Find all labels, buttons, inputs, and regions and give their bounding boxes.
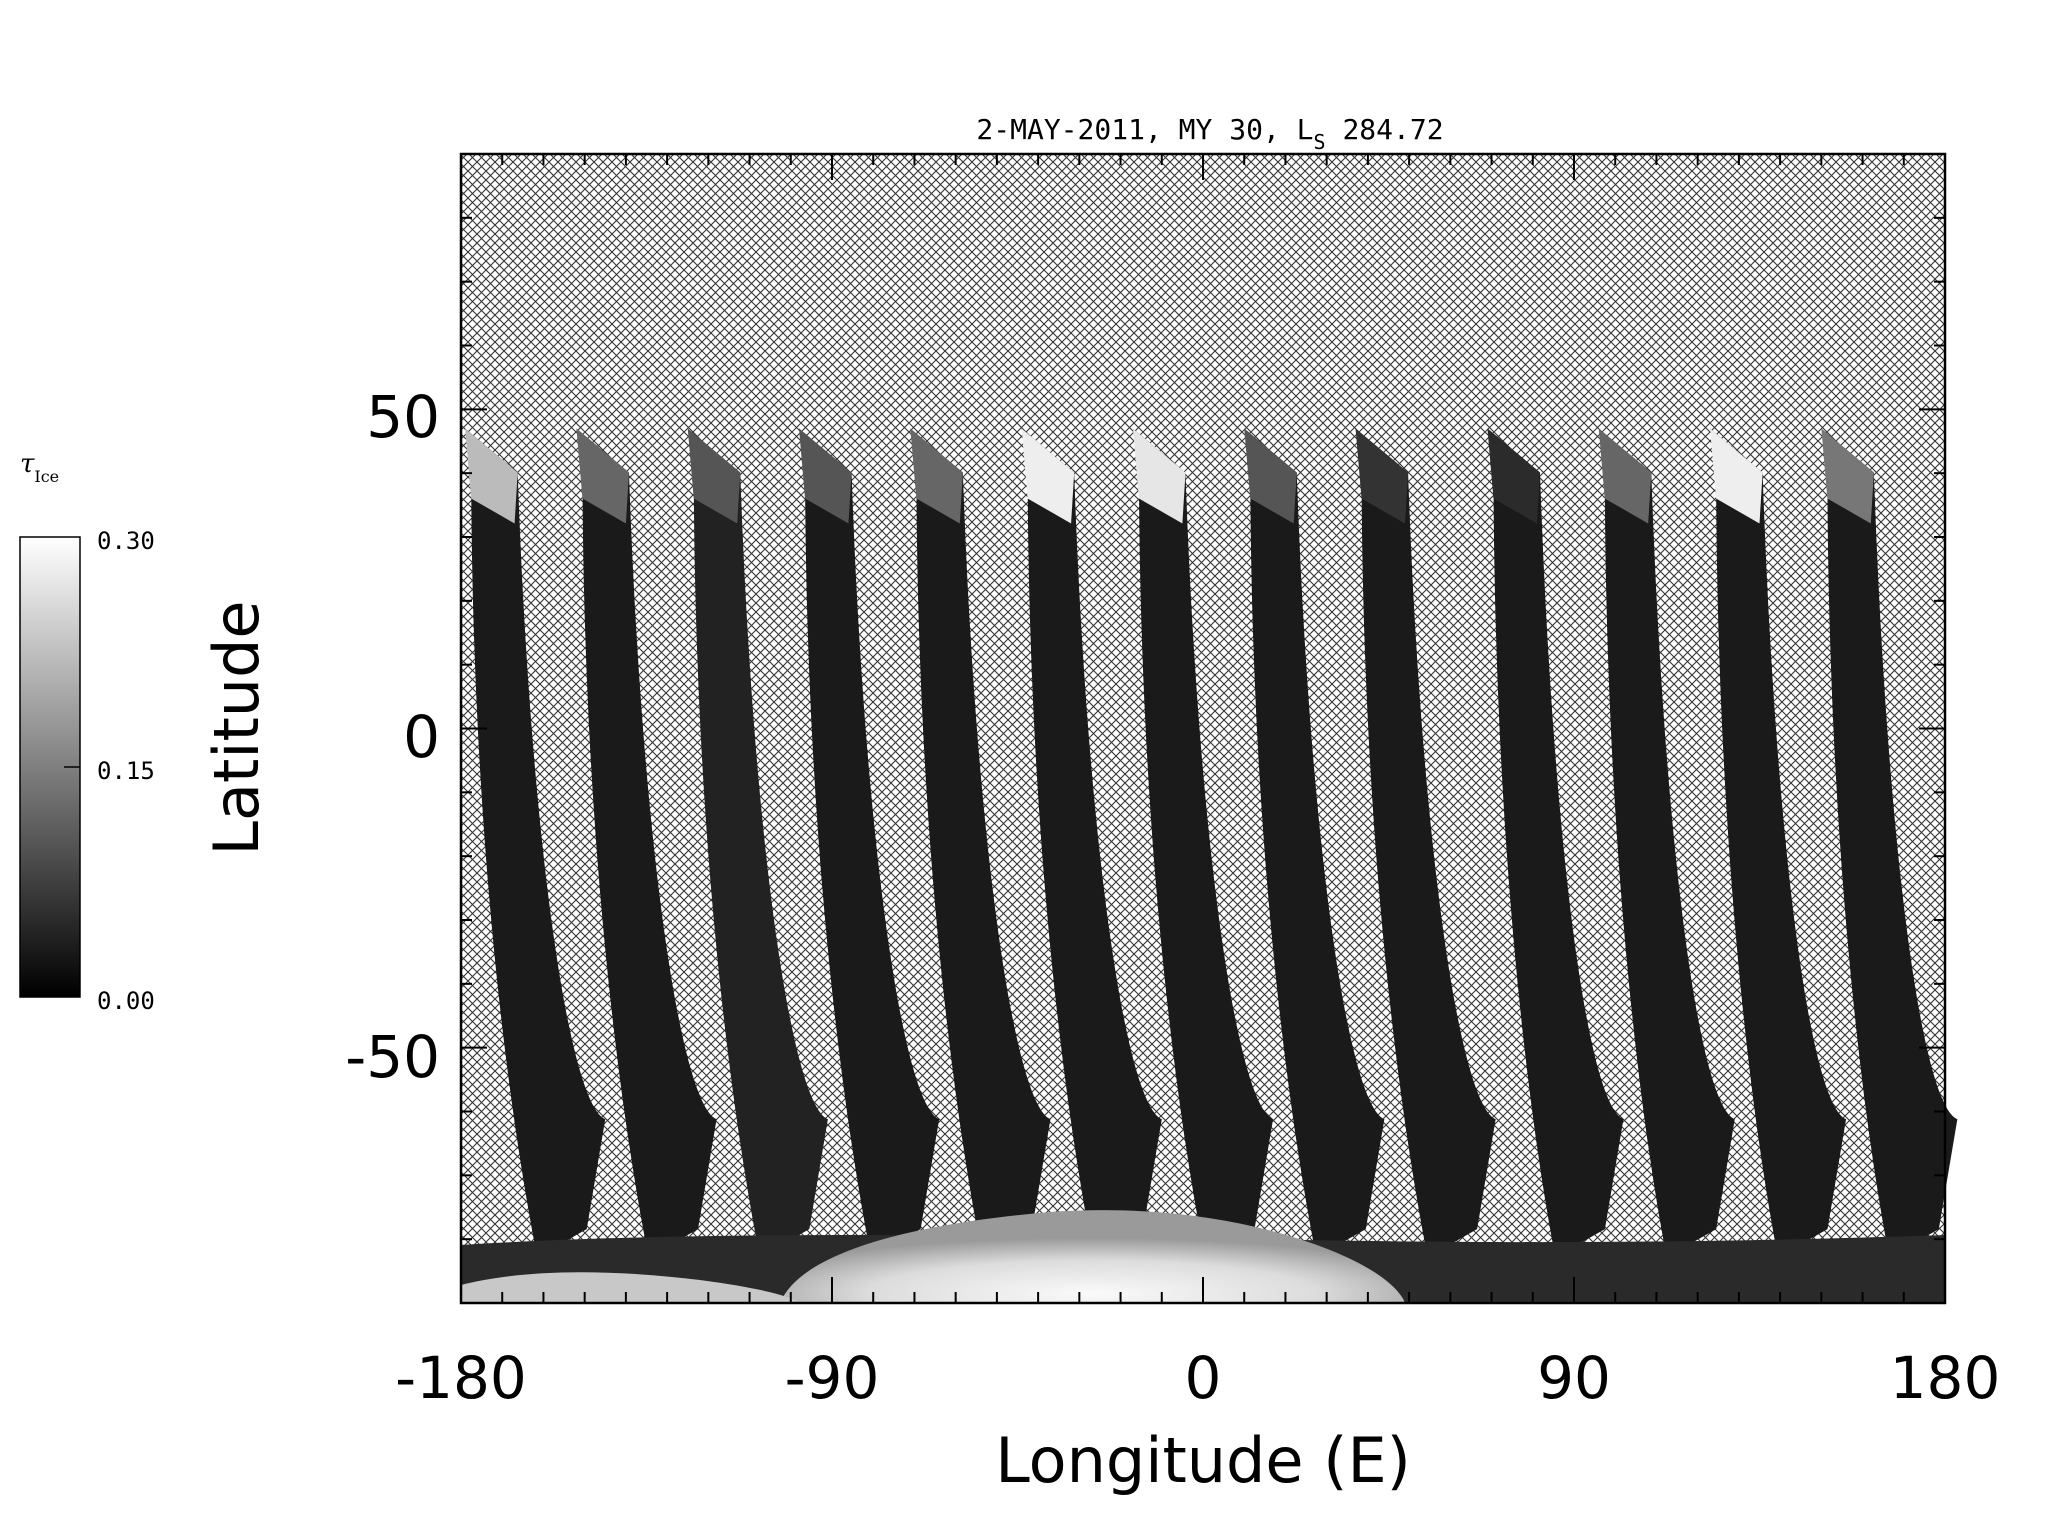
swath-body — [1821, 428, 1958, 1258]
x-tick-label: 180 — [1890, 1344, 2001, 1412]
orbit-swath — [1710, 428, 1847, 1258]
swath-body — [1244, 428, 1385, 1258]
x-tick-labels: -180 -90 0 90 180 — [395, 1344, 2000, 1412]
y-tick-labels: 50 0 -50 — [345, 383, 440, 1091]
orbit-swath — [1355, 428, 1496, 1258]
swath-north-ice-haze — [799, 428, 852, 524]
swath-body — [1598, 428, 1735, 1258]
x-tick-label: -90 — [785, 1344, 880, 1412]
title-subscript: S — [1314, 130, 1326, 154]
y-axis-label: Latitude — [200, 600, 273, 855]
swath-north-ice-haze — [1710, 428, 1763, 524]
swath-body — [1487, 428, 1624, 1258]
orbit-swath — [1598, 428, 1735, 1258]
swath-north-ice-haze — [1487, 428, 1540, 524]
swath-north-ice-haze — [687, 428, 741, 524]
swath-body — [1021, 428, 1162, 1258]
south-polar-cap-bright — [780, 1210, 1405, 1303]
orbit-swath — [687, 428, 828, 1258]
title-value: 284.72 — [1326, 113, 1444, 146]
swath-body — [687, 428, 828, 1258]
orbit-swath — [576, 428, 717, 1258]
swath-north-ice-haze — [1244, 428, 1297, 524]
colorbar: τIce 0.30 0.15 0.00 — [19, 449, 155, 1015]
swaths-layer — [465, 428, 1958, 1258]
orbit-swath — [465, 428, 606, 1258]
orbit-swath — [910, 428, 1051, 1258]
colorbar-tick-label: 0.15 — [97, 757, 155, 785]
south-polar-cap-bright-west — [461, 1272, 800, 1303]
map-plot-area — [459, 152, 1958, 1305]
colorbar-tick-label: 0.30 — [97, 527, 155, 555]
orbit-swath — [799, 428, 940, 1258]
swath-north-ice-haze — [1598, 428, 1652, 524]
swath-north-ice-haze — [1821, 428, 1874, 524]
swath-body — [576, 428, 717, 1258]
swath-north-ice-haze — [1132, 428, 1186, 524]
swath-north-ice-haze — [576, 428, 629, 524]
swath-north-ice-haze — [465, 428, 518, 524]
swath-north-ice-haze — [910, 428, 963, 524]
axis-ticks — [460, 154, 1946, 1303]
y-tick-label: 0 — [403, 703, 440, 771]
swath-body — [1355, 428, 1496, 1258]
orbit-swath — [1821, 428, 1958, 1258]
orbit-swath — [1021, 428, 1162, 1258]
map-title: 2-MAY-2011, MY 30, LS 284.72 — [976, 113, 1443, 154]
swath-body — [1132, 428, 1274, 1258]
colorbar-tick-label: 0.00 — [97, 987, 155, 1015]
orbit-swath — [1244, 428, 1385, 1258]
x-tick-label: 90 — [1537, 1344, 1611, 1412]
swath-body — [465, 428, 606, 1258]
colorbar-label: τIce — [20, 449, 59, 486]
swath-north-ice-haze — [1021, 428, 1075, 524]
orbit-swath — [1132, 428, 1274, 1258]
title-main: 2-MAY-2011, MY 30, L — [976, 113, 1313, 146]
colorbar-label-subscript: Ice — [34, 467, 59, 486]
colorbar-label-symbol: τ — [20, 449, 35, 479]
swath-body — [799, 428, 940, 1258]
swath-north-ice-haze — [1355, 428, 1409, 524]
x-axis-label: Longitude (E) — [995, 1424, 1411, 1497]
swath-body — [1710, 428, 1847, 1258]
x-tick-label: 0 — [1185, 1344, 1222, 1412]
y-tick-label: 50 — [366, 383, 440, 451]
swath-body — [910, 428, 1051, 1258]
orbit-swath — [1487, 428, 1624, 1258]
y-tick-label: -50 — [345, 1023, 440, 1091]
x-tick-label: -180 — [395, 1344, 527, 1412]
